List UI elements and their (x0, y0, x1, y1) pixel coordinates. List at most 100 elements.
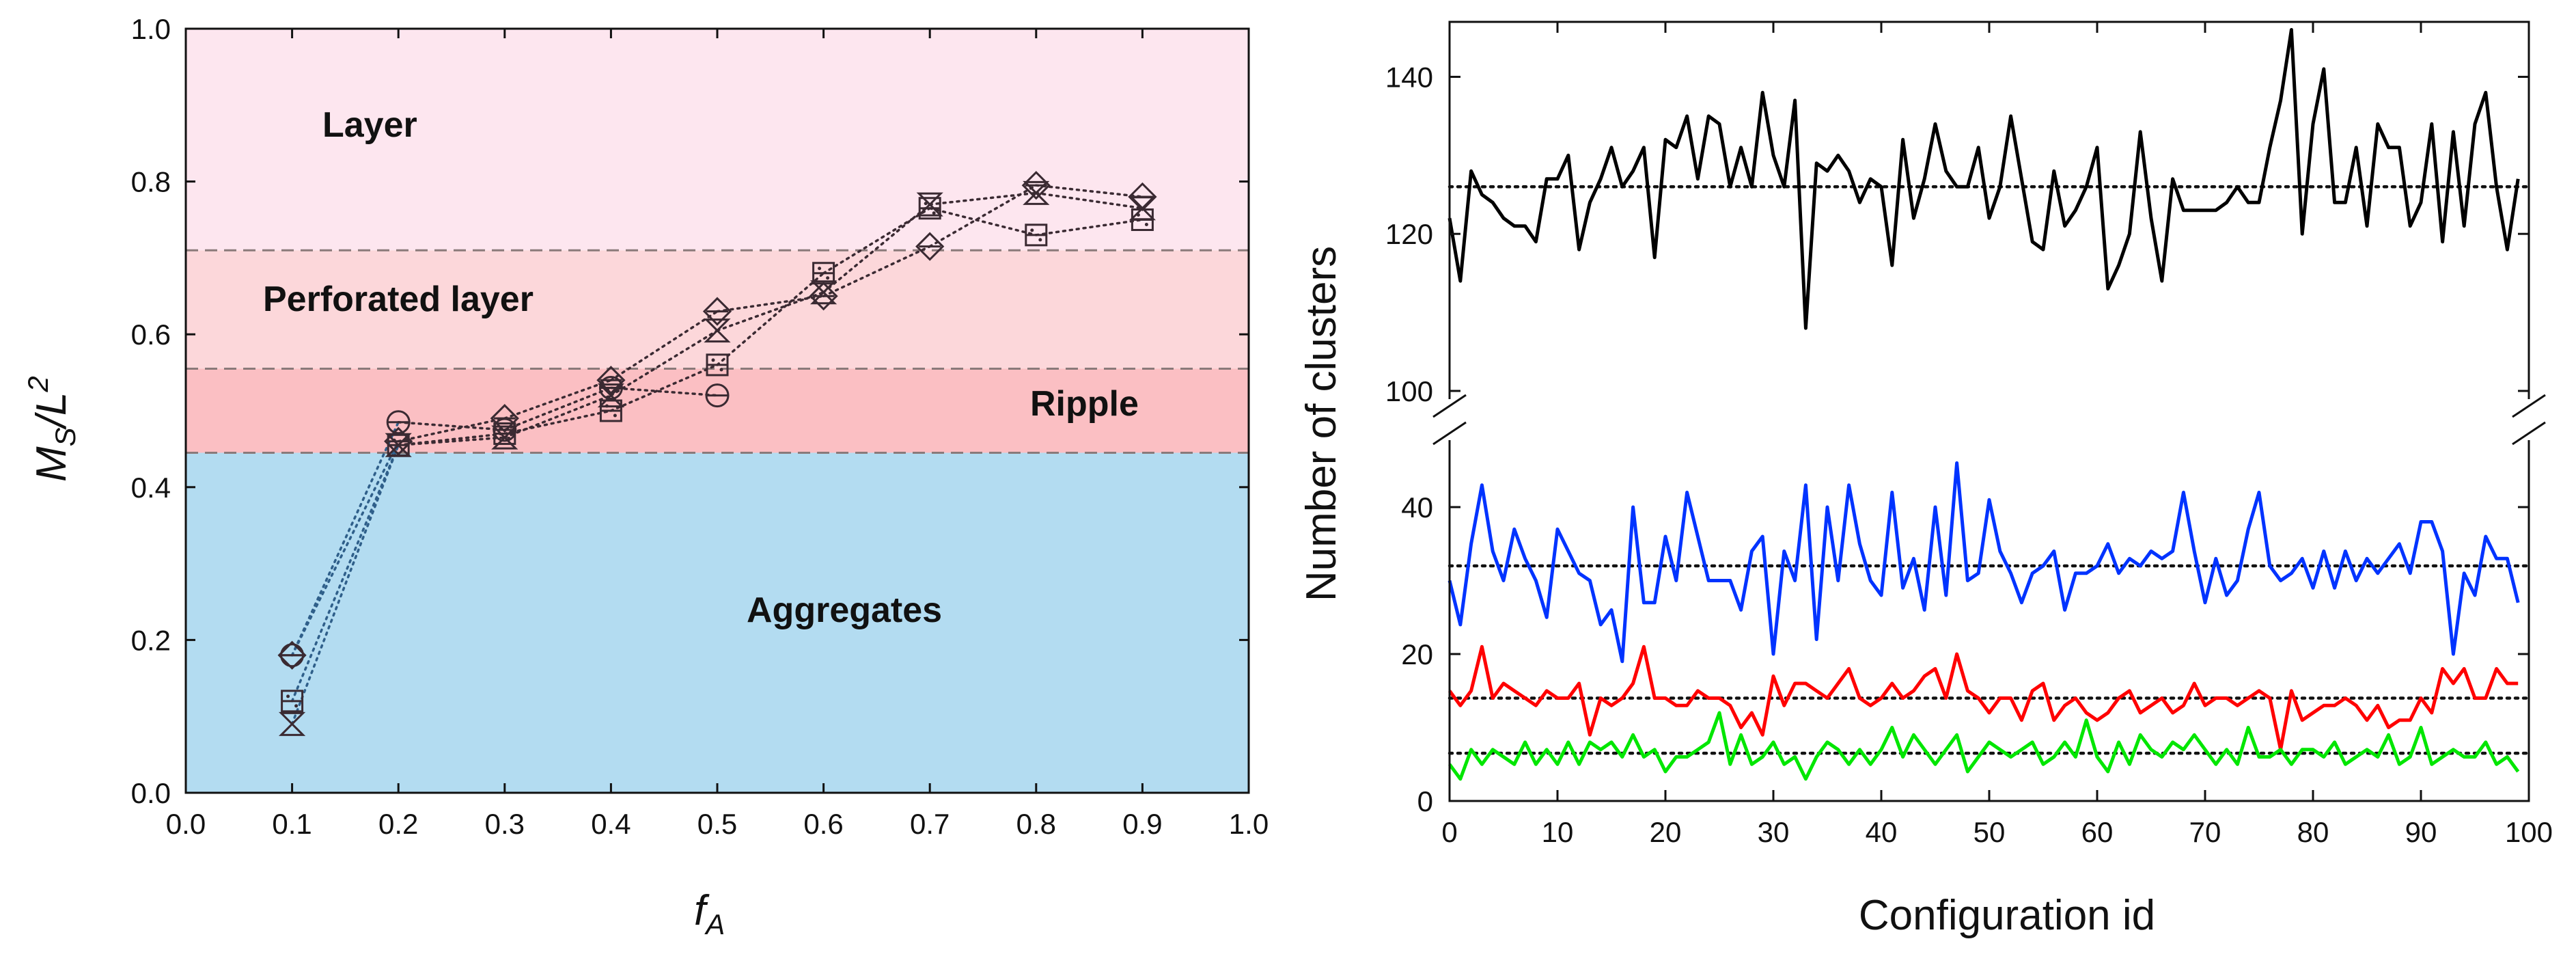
right-x-tick-label: 90 (2405, 816, 2437, 848)
marker-dot (507, 437, 511, 441)
series-hourglass-segment (503, 394, 613, 439)
marker-square (1025, 223, 1048, 247)
marker-dot (400, 448, 404, 452)
right-y-tick-label: 20 (1401, 638, 1433, 670)
axis-break-mark (1432, 421, 1467, 446)
series-circle-segment (290, 421, 400, 657)
marker-square (387, 433, 410, 457)
marker-dot (924, 202, 928, 206)
right-plot-frame (1448, 21, 2530, 802)
left-y-tick-label: 0.0 (131, 777, 171, 809)
region-label-aggregates: Aggregates (747, 590, 942, 630)
marker-dot (392, 438, 396, 442)
right-y-tick-label: 100 (1385, 375, 1433, 407)
left-x-tick-label: 0.2 (378, 808, 418, 840)
left-x-tick-label: 0.9 (1122, 808, 1162, 840)
series-circle-segment (397, 421, 506, 431)
left-x-tick-label: 0.8 (1016, 808, 1056, 840)
marker-hourglass (278, 711, 306, 736)
axis-break (1432, 394, 2547, 446)
region-band-0 (186, 452, 1249, 793)
marker-square (281, 690, 304, 713)
right-x-tick-label: 50 (1973, 816, 2006, 848)
left-x-tick-label: 0.1 (272, 808, 311, 840)
marker-dot (1144, 223, 1148, 226)
region-band-1 (186, 368, 1249, 453)
series-hourglass-segment (290, 444, 400, 726)
phase-diagram-panel: 0.0 0.1 0.2 0.3 0.4 0.5 0.6 0.7 0.8 0.9 1.0 0.0 0.2 0… (22, 13, 1269, 940)
series-diamond-segment (1035, 184, 1144, 198)
marker-diamond (702, 297, 732, 326)
right-x-tick-label: 20 (1650, 816, 1682, 848)
region-label-layer: Layer (322, 105, 417, 145)
marker-square (599, 399, 622, 422)
left-x-tick-label: 0.0 (166, 808, 206, 840)
left-y-tick-label: 0.4 (131, 472, 171, 504)
right-x-tick-label: 0 (1441, 816, 1457, 848)
marker-dot (613, 413, 617, 418)
region-band-2 (186, 250, 1249, 369)
series-square-segment (822, 206, 931, 275)
marker-dot (1136, 213, 1140, 217)
marker-dot (826, 276, 830, 280)
marker-square (493, 422, 516, 446)
left-y-tick-label: 1.0 (131, 13, 171, 45)
series-black-line (1448, 28, 2520, 330)
axis-break-mark (2512, 421, 2546, 446)
marker-hourglass (1023, 180, 1050, 205)
right-x-tick-label: 80 (2297, 816, 2329, 848)
series-diamond-segment (609, 310, 719, 382)
marker-dot (1038, 238, 1042, 242)
right-y-axis-label: Number of clusters (1298, 246, 1345, 601)
series-blue-line (1448, 461, 2520, 664)
series-square-segment (503, 409, 613, 435)
right-y-tick-label: 140 (1385, 61, 1433, 93)
right-y-tick-label: 0 (1417, 785, 1433, 817)
marker-dot (932, 211, 936, 215)
left-x-tick-label: 0.5 (697, 808, 737, 840)
marker-diamond (809, 282, 838, 311)
series-hourglass-segment (822, 203, 931, 294)
axis-break-mark (2512, 394, 2546, 418)
marker-dot (605, 404, 609, 408)
marker-dot (711, 358, 715, 362)
right-x-tick-label: 10 (1542, 816, 1574, 848)
region-label-perforated: Perforated layer (263, 280, 534, 319)
series-red-line (1448, 644, 2519, 752)
left-x-tick-label: 0.6 (803, 808, 843, 840)
left-y-tick-label: 0.6 (131, 318, 171, 351)
right-x-tick-label: 40 (1866, 816, 1898, 848)
left-x-tick-label: 1.0 (1229, 808, 1269, 840)
series-diamond-segment (397, 417, 506, 443)
right-x-axis-label: Configuration id (1859, 892, 2155, 939)
right-y-tick-label: 40 (1401, 491, 1433, 524)
left-y-tick-label: 0.2 (131, 624, 171, 656)
series-square-segment (928, 206, 1038, 236)
series-circle-segment (609, 386, 719, 397)
left-x-axis-label: fA (694, 887, 725, 940)
series-diamond-segment (716, 295, 825, 313)
marker-dot (294, 704, 299, 708)
marker-diamond (915, 232, 945, 261)
right-y-tick-label: 120 (1385, 218, 1433, 250)
series-diamond-segment (822, 245, 931, 298)
clusters-panel: 0 10 20 30 40 50 60 70 80 90 100 100 120 140 0 20 40 Con… (1298, 21, 2553, 939)
marker-dot (818, 267, 822, 271)
left-x-tick-label: 0.7 (910, 808, 950, 840)
series-diamond-segment (290, 439, 400, 657)
left-x-tick-label: 0.4 (591, 808, 631, 840)
series-square-segment (397, 432, 506, 447)
right-x-tick-label: 60 (2081, 816, 2114, 848)
series-hourglass-segment (1035, 191, 1144, 210)
series-circle-segment (503, 386, 613, 431)
series-square-segment (290, 444, 400, 703)
region-label-ripple: Ripple (1030, 384, 1139, 424)
marker-square (706, 353, 729, 377)
left-x-tick-label: 0.3 (485, 808, 525, 840)
series-diamond-segment (503, 379, 613, 420)
left-y-axis-label: MS/L2 (22, 376, 81, 482)
series-hourglass-segment (716, 290, 825, 332)
marker-circle (280, 643, 305, 668)
series-square-segment (609, 364, 719, 412)
